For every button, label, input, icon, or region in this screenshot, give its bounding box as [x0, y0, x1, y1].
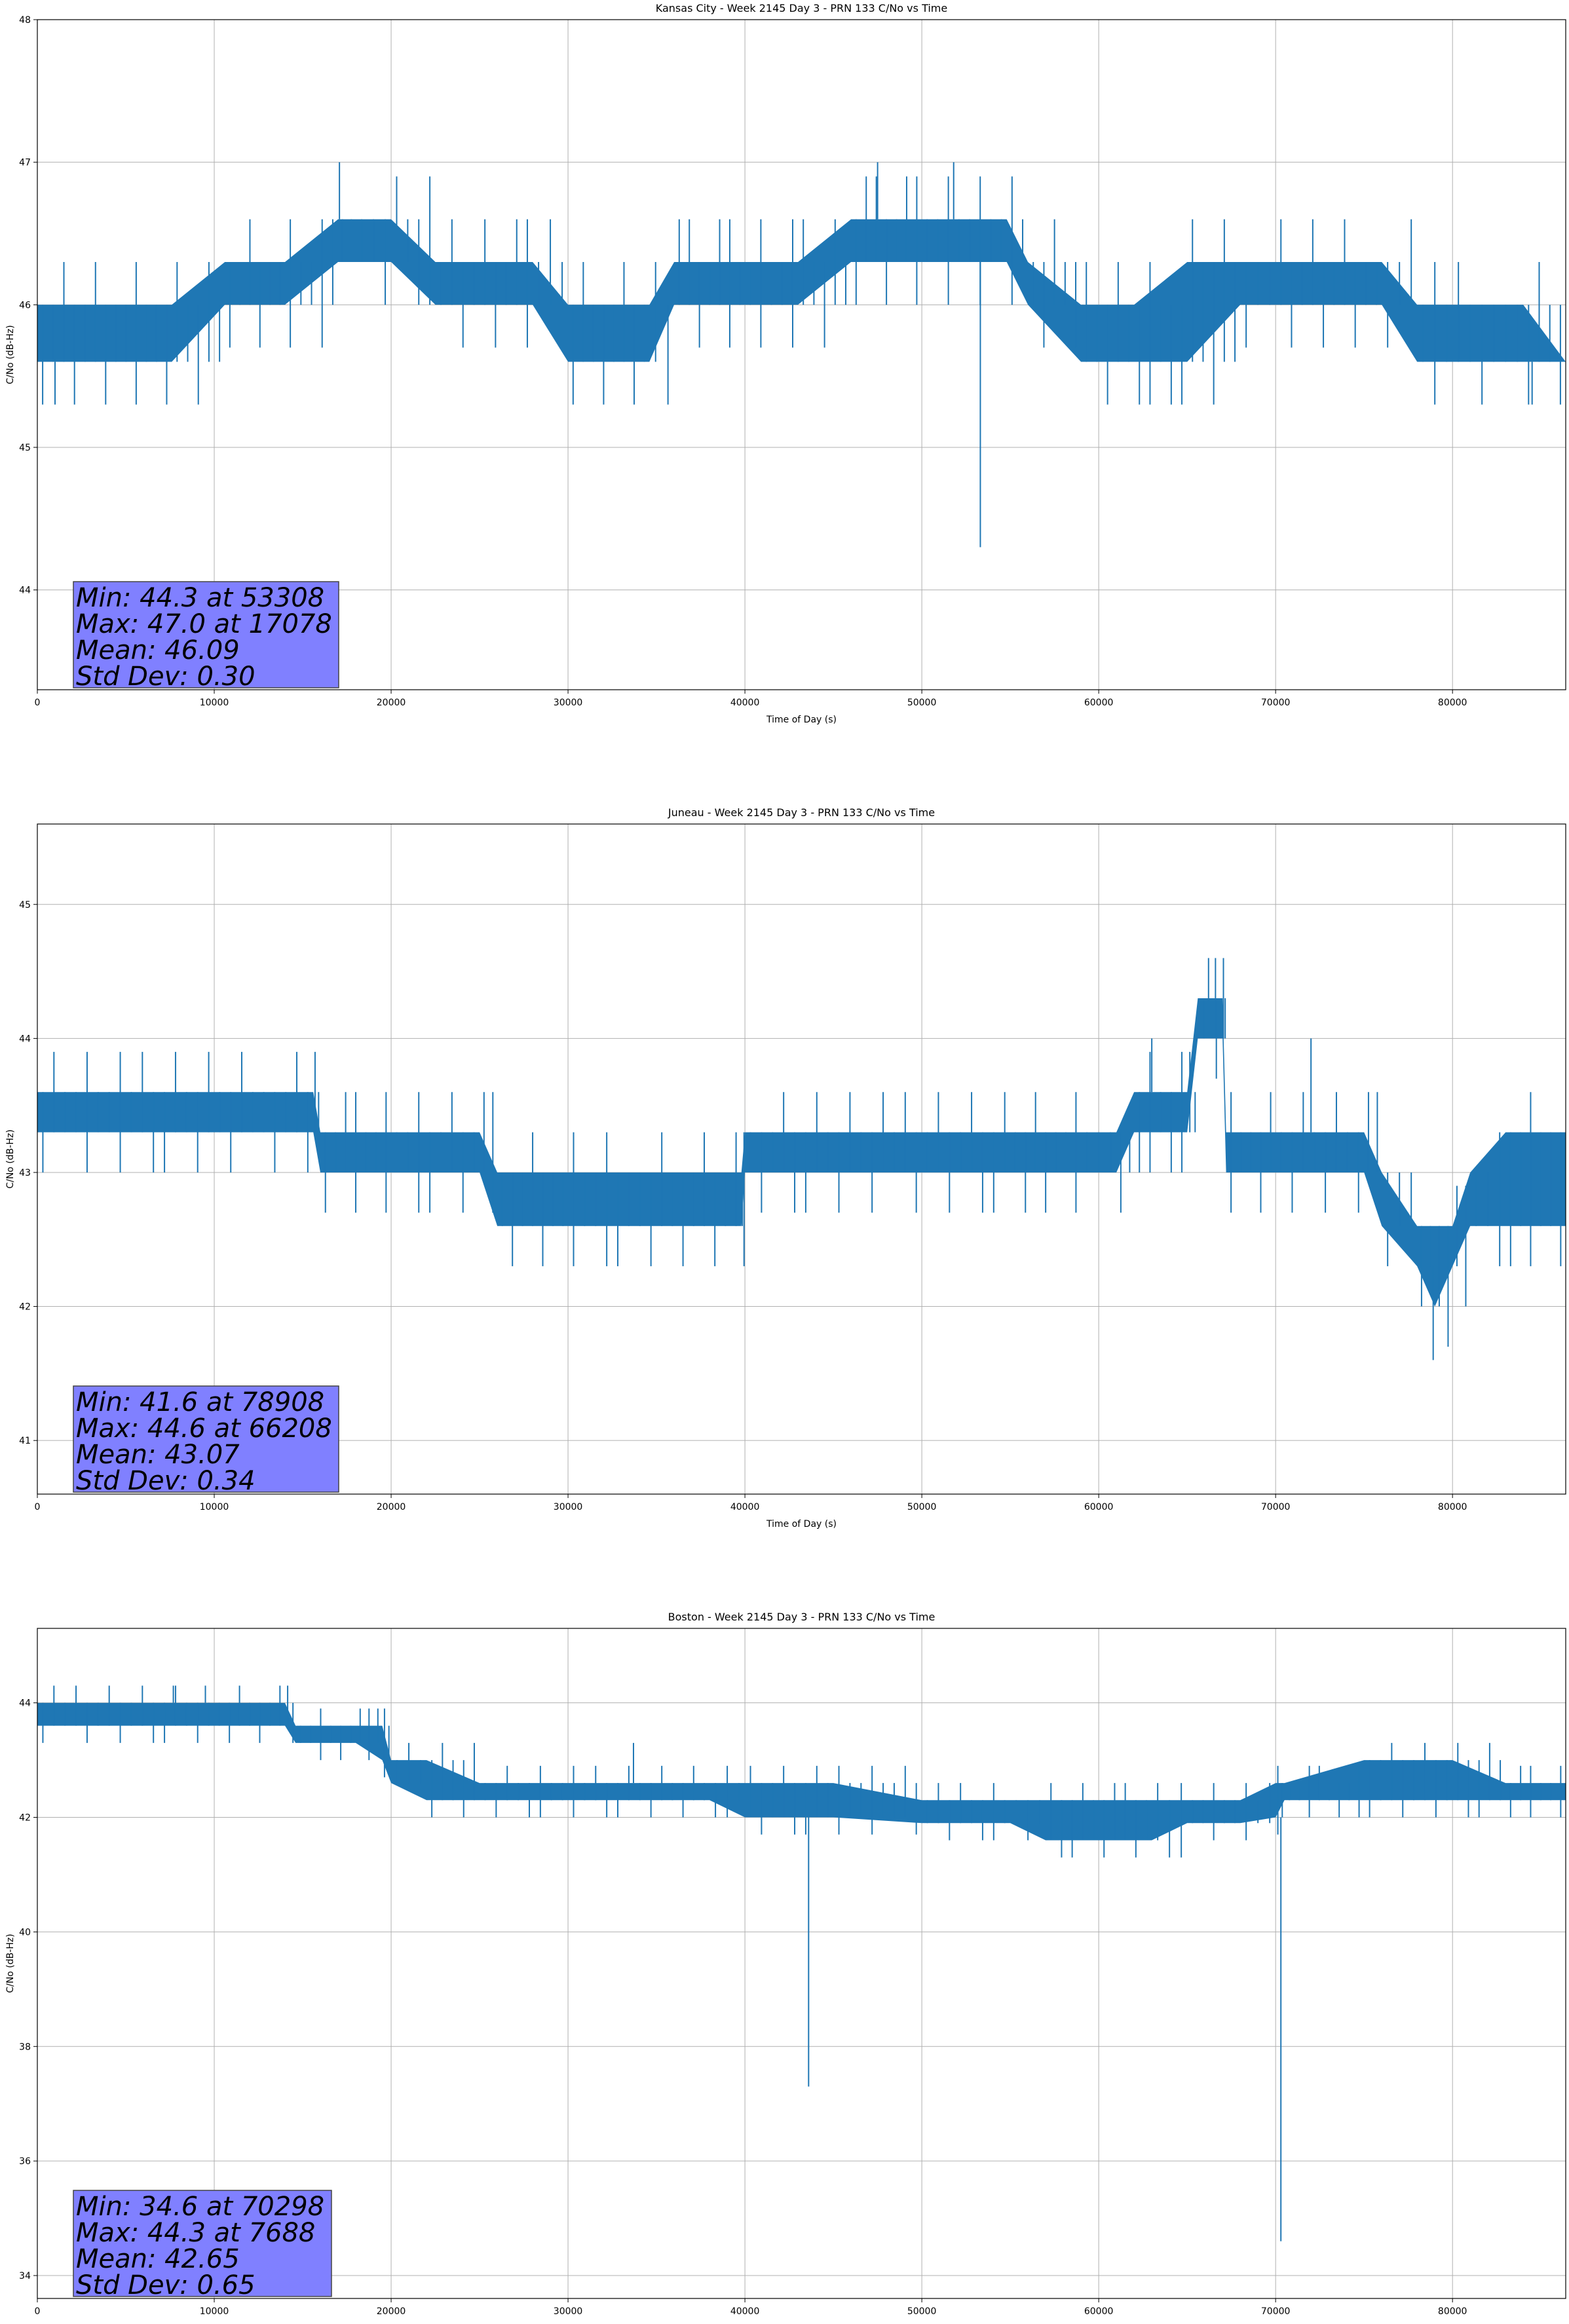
x-tick-label: 70000 [1261, 2306, 1291, 2317]
y-tick-label: 43 [19, 1168, 31, 1178]
x-tick-label: 40000 [730, 2306, 760, 2317]
x-tick-label: 20000 [377, 1502, 406, 1512]
y-axis-label: C/No (dB-Hz) [5, 1129, 16, 1188]
y-tick-label: 40 [19, 1927, 31, 1938]
stats-line: Mean: 43.07 [76, 1440, 240, 1470]
stats-line: Std Dev: 0.30 [76, 662, 255, 692]
y-tick-label: 45 [19, 900, 31, 910]
stats-line: Max: 44.3 at 7688 [76, 2218, 315, 2248]
stats-line: Max: 44.6 at 66208 [76, 1414, 332, 1444]
y-tick-label: 47 [19, 158, 31, 168]
plot-frame [37, 823, 1566, 1495]
x-tick-label: 80000 [1438, 2306, 1467, 2317]
y-axis-label: C/No (dB-Hz) [5, 1934, 16, 1993]
x-tick-label: 40000 [730, 1502, 760, 1512]
x-axis-label: Time of Day (s) [766, 1519, 837, 1529]
stats-box [73, 2190, 332, 2297]
x-tick-label: 70000 [1261, 698, 1291, 708]
y-tick-label: 44 [19, 1034, 31, 1044]
y-tick-label: 42 [19, 1302, 31, 1313]
series-band [37, 998, 1566, 1307]
x-tick-label: 10000 [200, 2306, 229, 2317]
y-tick-label: 41 [19, 1436, 31, 1446]
x-tick-label: 0 [35, 698, 41, 708]
y-tick-label: 44 [19, 586, 31, 596]
chart-panel-2: 0 10000 20000 30000 40000 50000 60000 70000 8000… [5, 806, 1566, 1529]
y-tick-label: 46 [19, 300, 31, 310]
y-tick-label: 45 [19, 443, 31, 453]
x-tick-label: 20000 [377, 2306, 406, 2317]
y-tick-label: 48 [19, 15, 31, 26]
stats-line: Max: 47.0 at 17078 [76, 609, 332, 639]
stats-line: Min: 41.6 at 78908 [76, 1387, 324, 1417]
x-axis-label: Time of Day (s) [766, 715, 837, 725]
y-tick-label: 34 [19, 2271, 31, 2281]
x-tick-label: 80000 [1438, 698, 1467, 708]
chart-title: Juneau - Week 2145 Day 3 - PRN 133 C/No … [668, 806, 935, 819]
stats-line: Mean: 42.65 [76, 2244, 240, 2274]
x-tick-label: 10000 [200, 698, 229, 708]
stats-line: Mean: 46.09 [76, 635, 240, 665]
x-tick-label: 10000 [200, 1502, 229, 1512]
x-tick-label: 40000 [730, 698, 760, 708]
x-tick-label: 50000 [907, 1502, 937, 1512]
x-tick-label: 50000 [907, 698, 937, 708]
chart-panel-1: 0 10000 20000 30000 40000 50000 60000 70000 8000… [5, 2, 1566, 725]
x-tick-label: 50000 [907, 2306, 937, 2317]
series-band [37, 219, 1566, 362]
chart-title: Boston - Week 2145 Day 3 - PRN 133 C/No … [668, 1611, 936, 1623]
x-tick-label: 80000 [1438, 1502, 1467, 1512]
x-tick-label: 30000 [554, 2306, 583, 2317]
series-band [37, 1702, 1566, 1841]
x-tick-label: 60000 [1084, 698, 1114, 708]
stats-line: Min: 44.3 at 53308 [76, 583, 324, 613]
x-tick-label: 0 [35, 1502, 41, 1512]
chart-panel-3: 0 10000 20000 30000 40000 50000 60000 70000 8000… [5, 1611, 1566, 2324]
y-tick-label: 42 [19, 1813, 31, 1824]
stats-line: Std Dev: 0.65 [76, 2270, 255, 2300]
stats-line: Std Dev: 0.34 [76, 1466, 255, 1496]
stats-box [73, 581, 339, 688]
plot-frame [37, 1628, 1566, 2299]
x-tick-label: 60000 [1084, 1502, 1114, 1512]
x-tick-label: 30000 [554, 1502, 583, 1512]
plot-frame [37, 19, 1566, 690]
x-tick-label: 0 [35, 2306, 41, 2317]
y-tick-label: 36 [19, 2156, 31, 2167]
x-tick-label: 20000 [377, 698, 406, 708]
y-tick-label: 44 [19, 1698, 31, 1709]
x-tick-label: 30000 [554, 698, 583, 708]
x-tick-label: 70000 [1261, 1502, 1291, 1512]
chart-title: Kansas City - Week 2145 Day 3 - PRN 133 … [656, 2, 947, 14]
stats-box [73, 1385, 339, 1493]
stats-line: Min: 34.6 at 70298 [76, 2192, 324, 2222]
y-axis-label: C/No (dB-Hz) [5, 325, 16, 384]
x-tick-label: 60000 [1084, 2306, 1114, 2317]
y-tick-label: 38 [19, 2042, 31, 2052]
